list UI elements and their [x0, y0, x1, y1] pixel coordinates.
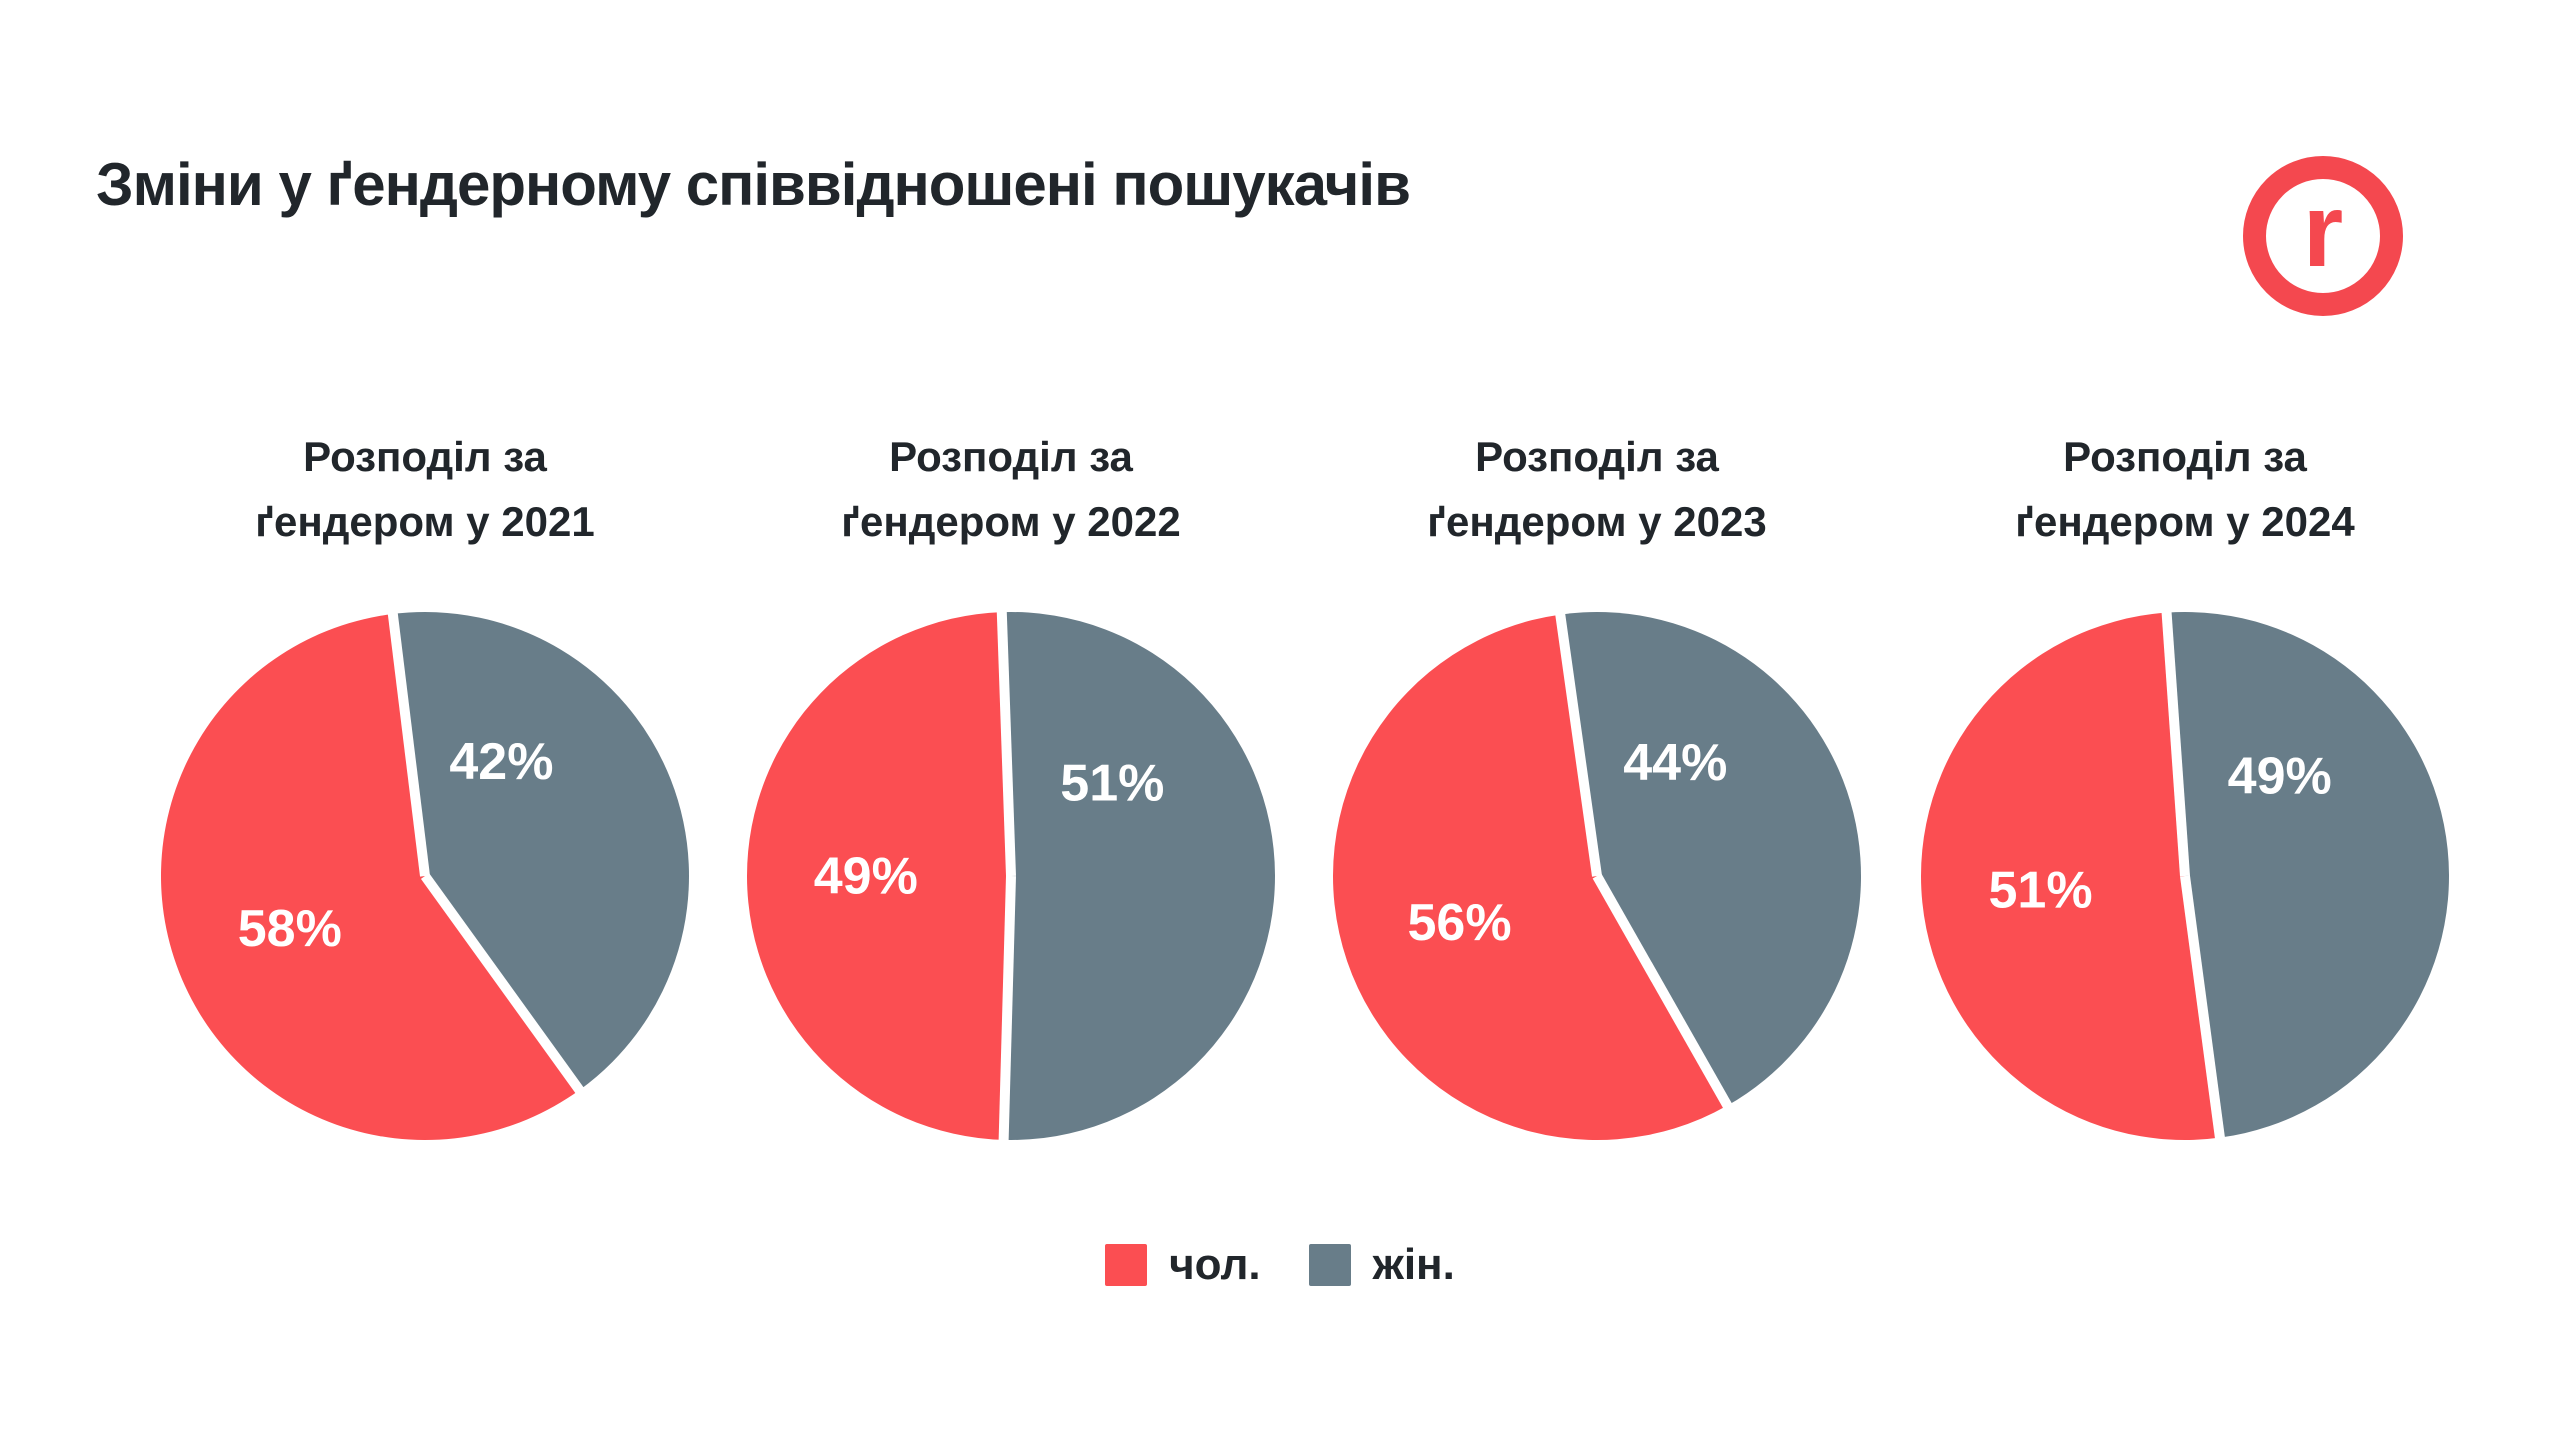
- pie-chart-2024: 49% 51%: [1921, 611, 2450, 1141]
- chart-legend: чол. жін.: [0, 1240, 2560, 1290]
- legend-swatch-male-icon: [1105, 1244, 1148, 1286]
- pie-title-2022: Розподіл за ґендером у 2022: [741, 424, 1281, 554]
- pie-value-label-male: 56%: [1408, 894, 1512, 952]
- slice-male: [1921, 612, 2220, 1141]
- pie-title-line: Розподіл за: [303, 433, 547, 480]
- slice-divider: [998, 876, 1016, 1142]
- pie-value-label-male: 49%: [814, 848, 918, 906]
- slice-female: [392, 612, 689, 1091]
- pie-title-2024: Розподіл за ґендером у 2024: [1915, 424, 2455, 554]
- robota-ua-logo: r: [2243, 156, 2403, 316]
- slice-divider: [2180, 875, 2226, 1140]
- slice-female: [1001, 612, 1275, 1141]
- pie-value-label-male: 58%: [238, 900, 342, 958]
- pie-title-line: Розподіл за: [1475, 433, 1719, 480]
- slice-female: [1560, 612, 1861, 1106]
- slice-male: [1333, 614, 1728, 1141]
- legend-swatch-female-icon: [1308, 1244, 1351, 1286]
- legend-label-female: жін.: [1372, 1240, 1455, 1289]
- pie-value-label-female: 49%: [2228, 748, 2332, 806]
- pie-card-2023: Розподіл за ґендером у 2023 44% 56%: [1327, 424, 1867, 1146]
- pie-chart-2021: 42% 58%: [161, 612, 689, 1141]
- slice-male: [161, 614, 580, 1141]
- pie-title-line: ґендером у 2023: [1427, 498, 1767, 546]
- pie-value-label-female: 42%: [449, 733, 553, 791]
- pie-title-line: ґендером у 2021: [255, 498, 595, 546]
- pie-value-label-female: 51%: [1060, 755, 1164, 813]
- slice-divider: [387, 612, 430, 877]
- pie-title-line: ґендером у 2022: [841, 498, 1181, 546]
- pie-card-2021: Розподіл за ґендером у 2021 42% 58%: [155, 424, 695, 1146]
- slice-divider: [420, 873, 585, 1095]
- pie-title-line: Розподіл за: [2063, 433, 2307, 480]
- legend-item-male: чол.: [1105, 1240, 1261, 1290]
- pie-title-line: ґендером у 2024: [2015, 498, 2355, 546]
- slice-divider: [996, 611, 1016, 877]
- pie-title-2023: Розподіл за ґендером у 2023: [1327, 424, 1867, 554]
- pie-title-line: Розподіл за: [889, 433, 1133, 480]
- slice-female: [2166, 612, 2450, 1138]
- pie-card-2022: Розподіл за ґендером у 2022 51% 49%: [741, 424, 1281, 1146]
- pie-value-label-male: 51%: [1989, 862, 2093, 920]
- pie-chart-2022: 51% 49%: [746, 611, 1275, 1142]
- legend-item-female: жін.: [1308, 1240, 1455, 1290]
- pie-title-2021: Розподіл за ґендером у 2021: [155, 424, 695, 554]
- page-title: Зміни у ґендерному співвідношені пошукач…: [96, 151, 1411, 218]
- slice-divider: [2161, 611, 2190, 877]
- pie-chart-2023: 44% 56%: [1333, 612, 1861, 1141]
- slice-divider: [1592, 873, 1733, 1110]
- legend-label-male: чол.: [1169, 1240, 1261, 1289]
- pie-card-2024: Розподіл за ґендером у 2024 49% 51%: [1915, 424, 2455, 1146]
- logo-r-letter: r: [2302, 173, 2344, 289]
- slice-divider: [1555, 613, 1602, 877]
- pie-value-label-female: 44%: [1623, 734, 1727, 792]
- slice-male: [746, 612, 1011, 1141]
